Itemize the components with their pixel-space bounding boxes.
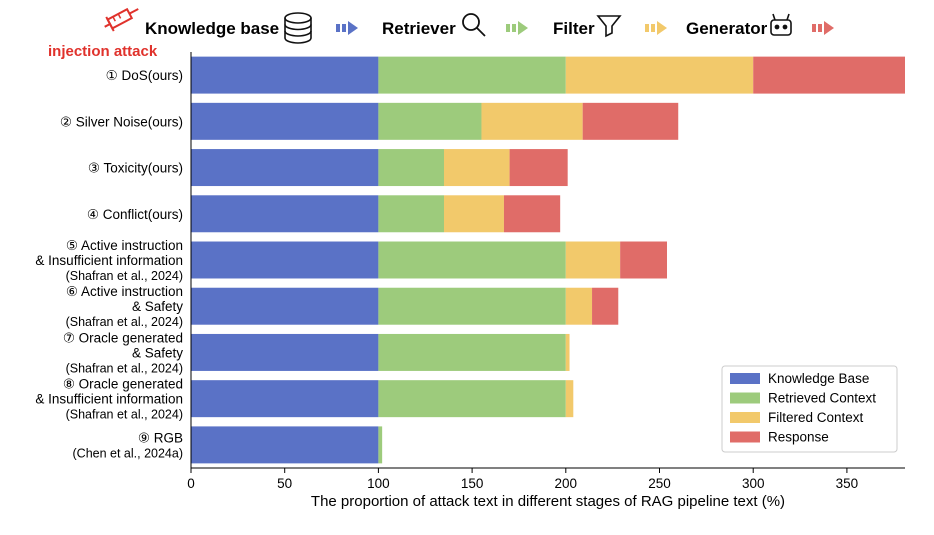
bar-segment (191, 380, 379, 418)
bar-segment (443, 149, 510, 187)
legend-label: Retrieved Context (768, 391, 876, 406)
bar-segment (191, 102, 379, 140)
category-label: ⑨ RGB (138, 430, 183, 445)
category-label: (Shafran et al., 2024) (66, 269, 183, 283)
x-tick-label: 50 (277, 476, 292, 491)
pipeline-header: Knowledge base Retriever (48, 7, 834, 60)
category-label: ⑦ Oracle generated (63, 330, 183, 345)
arrow-icon (812, 21, 834, 35)
legend-box (721, 365, 898, 453)
bar-segment (378, 426, 383, 464)
legend-swatch (730, 373, 760, 384)
database-icon (284, 12, 312, 44)
bar-segment (503, 195, 561, 233)
bar-segment (191, 287, 379, 325)
bar-segment (378, 102, 482, 140)
x-tick-label: 150 (461, 476, 484, 491)
category-label: & Safety (132, 345, 183, 360)
bar-segment (378, 56, 566, 94)
legend-swatch (730, 431, 760, 443)
bar-segment (565, 56, 754, 94)
bar-segment (378, 241, 566, 279)
legend: Knowledge Base Retrieved Context Filtered … (721, 365, 898, 453)
bar-segment (509, 149, 568, 187)
stage-generator: Generator (686, 19, 768, 38)
bar-segment (592, 287, 619, 325)
bar-segment (191, 241, 379, 279)
bar-segment (378, 380, 566, 418)
legend-label: Response (768, 430, 829, 445)
stage-knowledge-base: Knowledge base (145, 19, 279, 38)
bar-segment (378, 287, 566, 325)
bar-segment (565, 287, 593, 325)
bar-segment (191, 426, 379, 464)
category-label: ③ Toxicity(ours) (88, 161, 183, 176)
bar-segment (565, 333, 570, 371)
bar-segment (565, 380, 574, 418)
axes: 0 50 100 150 200 250 300 350 The proportion of a… (187, 52, 905, 510)
arrow-icon (645, 21, 667, 35)
x-tick-label: 0 (187, 476, 195, 491)
category-label: (Shafran et al., 2024) (66, 315, 183, 329)
category-label: (Shafran et al., 2024) (66, 361, 183, 375)
category-label: & Safety (132, 299, 183, 314)
funnel-icon (596, 15, 622, 38)
bar-segment (191, 56, 379, 94)
x-tick-label: 200 (555, 476, 578, 491)
bars-layer (191, 56, 905, 464)
injection-attack-label: injection attack (48, 43, 158, 60)
stage-retriever: Retriever (382, 19, 456, 38)
legend-swatch (730, 392, 760, 404)
stage-filter: Filter (553, 19, 595, 38)
bar-segment (191, 333, 379, 371)
bar-segment (620, 241, 667, 279)
arrow-icon (506, 21, 528, 35)
category-label: ② Silver Noise(ours) (60, 114, 183, 129)
x-axis-label: The proportion of attack text in differe… (311, 493, 785, 510)
bar-segment (565, 241, 621, 279)
bar-segment (191, 149, 379, 187)
arrow-icon (336, 21, 358, 35)
x-tick-label: 350 (836, 476, 859, 491)
x-tick-label: 100 (367, 476, 390, 491)
bar-segment (378, 149, 444, 187)
category-label: (Chen et al., 2024a) (73, 446, 184, 460)
x-tick-label: 300 (742, 476, 765, 491)
bar-segment (191, 195, 379, 233)
bar-segment (582, 102, 679, 140)
x-tick-label: 250 (648, 476, 671, 491)
category-label: ④ Conflict(ours) (87, 207, 183, 222)
magnifier-icon (462, 13, 486, 37)
category-label: ① DoS(ours) (106, 68, 183, 83)
bar-segment (378, 333, 566, 371)
robot-icon (770, 13, 792, 36)
category-label: ⑧ Oracle generated (63, 377, 183, 392)
legend-label: Knowledge Base (768, 371, 869, 386)
category-labels: ① DoS(ours) ② Silver Noise(ours) ③ Toxicit… (35, 68, 183, 460)
bar-segment (481, 102, 583, 140)
category-label: ⑥ Active instruction (66, 284, 183, 299)
category-label: ⑤ Active instruction (66, 238, 183, 253)
category-label: (Shafran et al., 2024) (66, 408, 183, 422)
syringe-icon (104, 7, 139, 32)
bar-segment (753, 56, 905, 94)
bar-segment (378, 195, 444, 233)
bar-segment (443, 195, 504, 233)
category-label: & Insufficient information (35, 253, 183, 268)
legend-swatch (730, 412, 760, 423)
category-label: & Insufficient information (35, 392, 183, 407)
legend-label: Filtered Context (768, 410, 864, 425)
